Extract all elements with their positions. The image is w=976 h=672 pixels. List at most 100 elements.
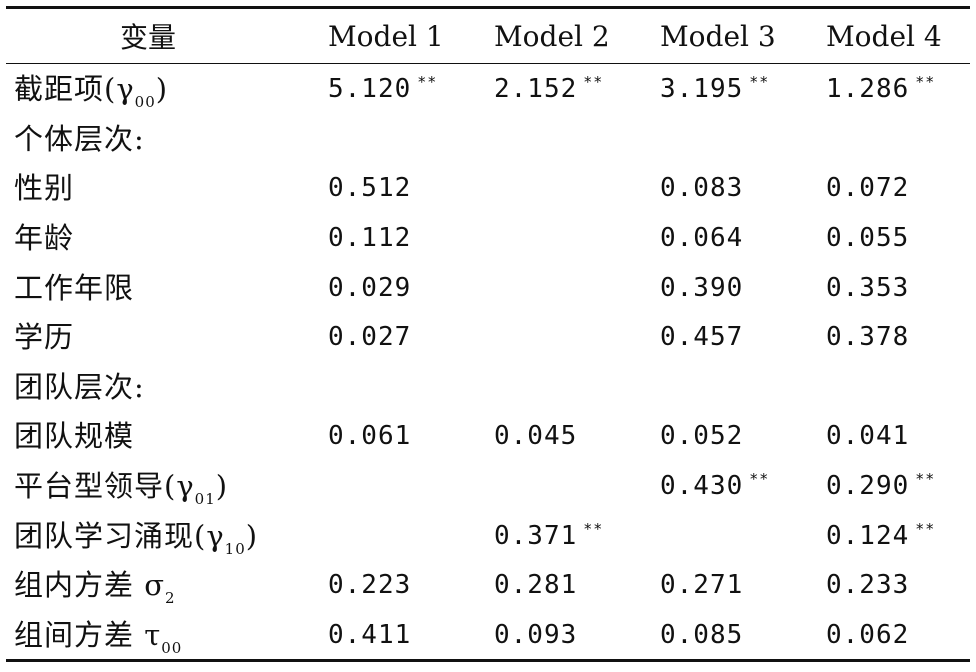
model-1-cell: 0.223 [328, 560, 494, 610]
table-row: 团队层次: [6, 362, 970, 412]
model-1-cell [328, 362, 494, 412]
row-variable-label: 团队规模 [6, 411, 328, 461]
model-3-cell: 0.430 ** [660, 461, 826, 511]
row-variable-label: 组内方差 σ2 [6, 560, 328, 610]
significance-mark: ** [583, 73, 604, 92]
row-variable-label: 团队层次: [6, 362, 328, 412]
coefficient-value: 0.027 [328, 322, 412, 353]
model-4-cell: 0.062 [826, 610, 970, 661]
model-1-cell [328, 461, 494, 511]
table-row: 团队规模 0.061 0.045 0.052 0.041 [6, 411, 970, 461]
variable-name: 年龄 [14, 221, 75, 256]
table-row: 平台型领导(γ01) 0.430 ** 0.290 ** [6, 461, 970, 511]
coefficient-value: 0.072 [826, 173, 910, 204]
coefficient-value: 0.055 [826, 223, 910, 254]
coefficient-value: 0.052 [660, 421, 744, 452]
row-variable-label: 学历 [6, 312, 328, 362]
model-2-cell: 2.152 ** [494, 64, 660, 114]
model-3-cell: 0.052 [660, 411, 826, 461]
coefficient-value: 0.512 [328, 173, 412, 204]
header-model-3: Model 3 [660, 19, 776, 53]
variable-name: 工作年限 [14, 270, 135, 305]
variable-subscript: 01 [194, 490, 216, 509]
coefficient-value: 0.233 [826, 570, 910, 601]
coefficient-value: 0.112 [328, 223, 412, 254]
coefficient-value: 0.281 [494, 570, 578, 601]
row-variable-label: 组间方差 τ00 [6, 610, 328, 661]
variable-name: 团队层次: [14, 369, 145, 404]
model-4-cell: 0.055 [826, 213, 970, 263]
coefficient-value: 0.093 [494, 619, 578, 650]
significance-mark: ** [915, 470, 936, 489]
regression-table: 变量 Model 1 Model 2 Model 3 Model 4 截距项(γ… [6, 6, 970, 662]
model-2-cell: 0.045 [494, 411, 660, 461]
header-row: 变量 Model 1 Model 2 Model 3 Model 4 [6, 7, 970, 64]
model-4-cell: 0.124 ** [826, 510, 970, 560]
model-1-cell [328, 114, 494, 164]
table-row: 个体层次: [6, 114, 970, 164]
regression-table-container: 变量 Model 1 Model 2 Model 3 Model 4 截距项(γ… [6, 6, 970, 662]
variable-name: 截距项(γ [14, 72, 135, 107]
table-row: 组间方差 τ00 0.411 0.093 0.085 0.062 [6, 610, 970, 661]
model-4-cell: 1.286 ** [826, 64, 970, 114]
table-row: 学历 0.027 0.457 0.378 [6, 312, 970, 362]
table-row: 年龄 0.112 0.064 0.055 [6, 213, 970, 263]
coefficient-value: 0.271 [660, 570, 744, 601]
coefficient-value: 0.062 [826, 619, 910, 650]
header-model-4: Model 4 [826, 19, 942, 53]
model-3-cell: 3.195 ** [660, 64, 826, 114]
coefficient-value: 2.152 [494, 74, 578, 105]
coefficient-value: 0.029 [328, 272, 412, 303]
table-header: 变量 Model 1 Model 2 Model 3 Model 4 [6, 7, 970, 64]
variable-subscript: 10 [224, 539, 246, 558]
model-1-cell: 0.112 [328, 213, 494, 263]
table-row: 截距项(γ00) 5.120 ** 2.152 ** 3.195 ** 1.286 ** [6, 64, 970, 114]
row-variable-label: 工作年限 [6, 262, 328, 312]
model-2-cell [494, 461, 660, 511]
coefficient-value: 5.120 [328, 74, 412, 105]
model-3-cell: 0.085 [660, 610, 826, 661]
variable-name: 组内方差 σ [14, 568, 166, 603]
table-body: 截距项(γ 00) 5.120 ** 2.152 ** 3.195 ** 1.286 ** 个体层次… [6, 64, 970, 661]
model-1-cell: 0.061 [328, 411, 494, 461]
coefficient-value: 0.457 [660, 322, 744, 353]
model-4-cell: 0.378 [826, 312, 970, 362]
coefficient-value: 0.378 [826, 322, 910, 353]
significance-mark: ** [417, 73, 438, 92]
model-4-cell: 0.072 [826, 163, 970, 213]
model-4-cell: 0.290 ** [826, 461, 970, 511]
model-4-cell: 0.233 [826, 560, 970, 610]
variable-suffix: ) [215, 469, 229, 504]
table-row: 团队学习涌现(γ10) 0.371 ** 0.124 ** [6, 510, 970, 560]
model-2-cell [494, 312, 660, 362]
model-3-cell [660, 362, 826, 412]
variable-name: 性别 [14, 171, 75, 206]
model-2-cell [494, 362, 660, 412]
model-2-cell: 0.281 [494, 560, 660, 610]
coefficient-value: 0.411 [328, 619, 412, 650]
variable-name: 组间方差 τ [14, 617, 162, 652]
coefficient-value: 0.430 [660, 471, 744, 502]
variable-name: 个体层次: [14, 121, 145, 156]
table-row: 工作年限 0.029 0.390 0.353 [6, 262, 970, 312]
variable-name: 团队学习涌现(γ [14, 518, 225, 553]
model-2-cell [494, 114, 660, 164]
coefficient-value: 0.371 [494, 520, 578, 551]
model-3-cell: 0.064 [660, 213, 826, 263]
model-3-cell [660, 510, 826, 560]
model-1-cell [328, 510, 494, 560]
model-4-cell [826, 114, 970, 164]
variable-name: 学历 [14, 320, 75, 355]
coefficient-value: 0.390 [660, 272, 744, 303]
coefficient-value: 0.045 [494, 421, 578, 452]
row-variable-label: 团队学习涌现(γ10) [6, 510, 328, 560]
coefficient-value: 0.124 [826, 520, 910, 551]
model-2-cell: 0.093 [494, 610, 660, 661]
header-model-2: Model 2 [494, 19, 610, 53]
variable-subscript: 00 [161, 638, 183, 657]
coefficient-value: 0.085 [660, 619, 744, 650]
model-1-cell: 0.411 [328, 610, 494, 661]
model-4-cell [826, 362, 970, 412]
significance-mark: ** [749, 470, 770, 489]
variable-suffix: ) [245, 518, 259, 553]
